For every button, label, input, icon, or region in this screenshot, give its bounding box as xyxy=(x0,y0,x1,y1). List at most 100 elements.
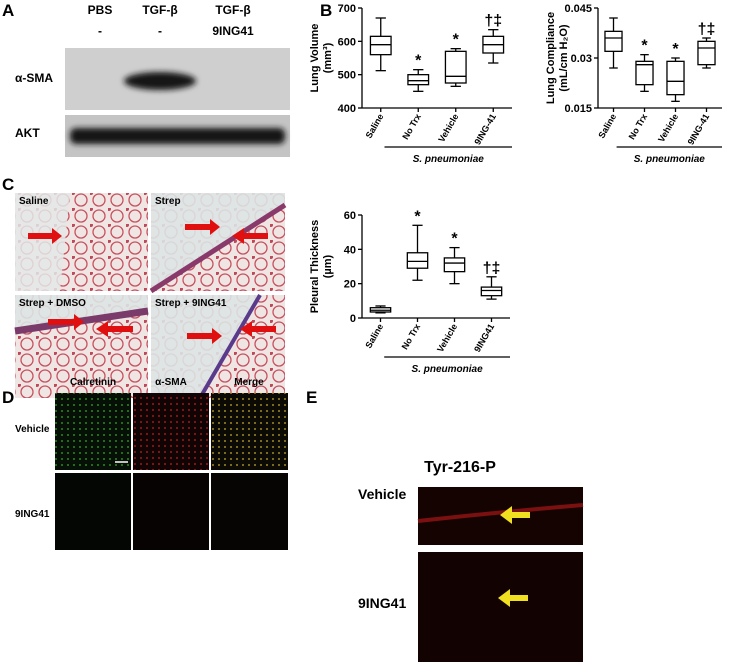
box xyxy=(406,252,429,269)
y-axis-label: Pleural Thickness xyxy=(309,220,321,314)
x-tick-label: No Trx xyxy=(627,112,650,141)
panel-label: C xyxy=(2,175,14,194)
x-tick-label: No Trx xyxy=(400,322,423,351)
y-tick-label: 700 xyxy=(338,3,356,15)
blot-column: TGF-β xyxy=(142,3,177,17)
blot-column: PBS xyxy=(88,3,113,17)
column-label: Merge xyxy=(234,377,264,388)
if-image xyxy=(133,473,209,550)
if-image xyxy=(211,473,288,550)
y-axis-label: (mL/cm H₂O) xyxy=(558,24,570,92)
y-tick-label: 0.03 xyxy=(571,53,592,65)
blot-row: AKT xyxy=(15,126,40,140)
panel-title: Tyr-216-P xyxy=(424,459,496,476)
if-image xyxy=(133,393,209,470)
significance: * xyxy=(415,53,422,70)
row-label: 9ING41 xyxy=(15,509,50,520)
stain-image xyxy=(418,552,583,662)
box xyxy=(480,286,503,297)
panel-letters: A B C D E xyxy=(2,1,332,407)
significance: * xyxy=(453,32,460,49)
significance: * xyxy=(451,231,458,248)
if-image xyxy=(55,393,131,470)
panel-label: B xyxy=(320,1,332,20)
y-tick-label: 500 xyxy=(338,70,356,82)
x-tick-label: 9ING41 xyxy=(472,322,496,354)
y-tick-label: 20 xyxy=(344,279,356,291)
y-tick-label: 60 xyxy=(344,210,356,222)
box xyxy=(443,257,466,273)
y-axis-label: Lung Compliance xyxy=(545,12,557,104)
box xyxy=(697,40,716,66)
stain-image xyxy=(418,487,583,545)
x-axis-label: S. pneumoniae xyxy=(412,364,484,375)
x-tick-label: Vehicle xyxy=(656,112,680,144)
pleura xyxy=(198,293,262,400)
row-label: 9ING41 xyxy=(358,595,406,611)
significance: * xyxy=(414,208,421,225)
pleura xyxy=(149,202,287,294)
blot-band xyxy=(124,72,196,90)
immunofluorescence: Calretinin α-SMA Merge Vehicle 9ING41 xyxy=(15,377,288,550)
x-tick-label: Saline xyxy=(364,112,386,140)
histology: Saline Strep Strep + DMSO Strep + 9ING41 xyxy=(14,193,287,400)
x-tick-label: Saline xyxy=(363,322,385,350)
y-axis-label: Lung Volume xyxy=(309,24,321,93)
x-axis-label: S. pneumoniae xyxy=(634,154,706,165)
y-tick-label: 0 xyxy=(350,313,356,325)
y-tick-label: 40 xyxy=(344,244,356,256)
image-label: Strep xyxy=(155,196,181,207)
arrow xyxy=(498,589,528,607)
blot-treatment: - xyxy=(98,24,102,38)
image-label: Strep + DMSO xyxy=(19,298,86,309)
image-label: Strep + 9ING41 xyxy=(155,298,227,309)
blot-column: TGF-β xyxy=(215,3,250,17)
x-tick-label: Saline xyxy=(596,112,618,140)
x-tick-label: Vehicle xyxy=(436,112,460,144)
y-tick-label: 0.045 xyxy=(564,3,592,15)
x-tick-label: Vehicle xyxy=(435,322,459,354)
box xyxy=(444,50,467,84)
blot-row: α-SMA xyxy=(15,71,53,85)
significance: * xyxy=(672,41,679,58)
blot-treatment: - xyxy=(158,24,162,38)
significance: †‡ xyxy=(483,260,501,277)
x-axis-label: S. pneumoniae xyxy=(413,154,485,165)
y-tick-label: 600 xyxy=(338,36,356,48)
box xyxy=(635,60,654,86)
x-tick-label: 9ING-41 xyxy=(472,112,498,146)
box xyxy=(604,30,623,52)
arrows xyxy=(28,219,276,344)
box xyxy=(666,60,685,96)
image-label: Saline xyxy=(19,196,49,207)
column-label: Calretinin xyxy=(70,377,116,388)
if-image xyxy=(211,393,288,470)
significance: †‡ xyxy=(484,13,502,30)
row-label: Vehicle xyxy=(358,486,406,502)
panel-label: D xyxy=(2,388,14,407)
panel-label: E xyxy=(306,388,317,407)
y-tick-label: 400 xyxy=(338,103,356,115)
phospho-staining: Tyr-216-P Vehicle 9ING41 xyxy=(358,459,584,662)
if-image xyxy=(55,473,131,550)
y-tick-label: 0.015 xyxy=(564,103,592,115)
blot-band xyxy=(70,128,285,144)
western-blot: PBS TGF-β TGF-β - - 9ING41 α-SMA AKT xyxy=(15,3,290,157)
blot-treatment: 9ING41 xyxy=(212,24,254,38)
y-axis-label: (µm) xyxy=(322,254,334,278)
box xyxy=(407,74,430,86)
panel-label: A xyxy=(2,1,14,20)
pleural-space xyxy=(151,295,260,398)
pleural-space xyxy=(15,193,70,291)
significance: * xyxy=(641,38,648,55)
arrow xyxy=(500,506,530,524)
y-axis-label: (mm³) xyxy=(322,42,334,73)
x-tick-label: 9ING-41 xyxy=(686,112,712,146)
x-tick-label: No Trx xyxy=(400,112,423,141)
column-label: α-SMA xyxy=(155,377,187,388)
box xyxy=(369,35,392,56)
row-label: Vehicle xyxy=(15,424,50,435)
significance: †‡ xyxy=(698,21,716,38)
pleural-space xyxy=(151,193,285,291)
